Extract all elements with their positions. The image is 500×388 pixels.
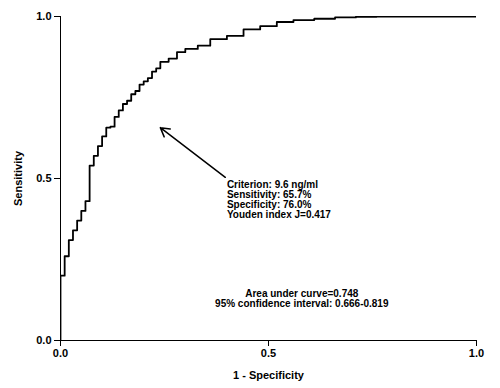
svg-text:1.0: 1.0 xyxy=(36,10,51,22)
svg-text:Sensitivity: Sensitivity xyxy=(12,150,24,206)
svg-text:1 - Specificity: 1 - Specificity xyxy=(233,369,305,381)
svg-text:1.0: 1.0 xyxy=(469,347,484,359)
svg-text:0.0: 0.0 xyxy=(36,334,51,346)
svg-text:Criterion: 9.6 ng/mlSensitivit: Criterion: 9.6 ng/mlSensitivity: 65.7%Sp… xyxy=(227,179,331,220)
svg-text:0.0: 0.0 xyxy=(53,347,68,359)
svg-text:0.5: 0.5 xyxy=(261,347,276,359)
svg-text:Area under curve=0.74895% conf: Area under curve=0.74895% confidence int… xyxy=(215,288,389,309)
svg-text:0.5: 0.5 xyxy=(36,172,51,184)
